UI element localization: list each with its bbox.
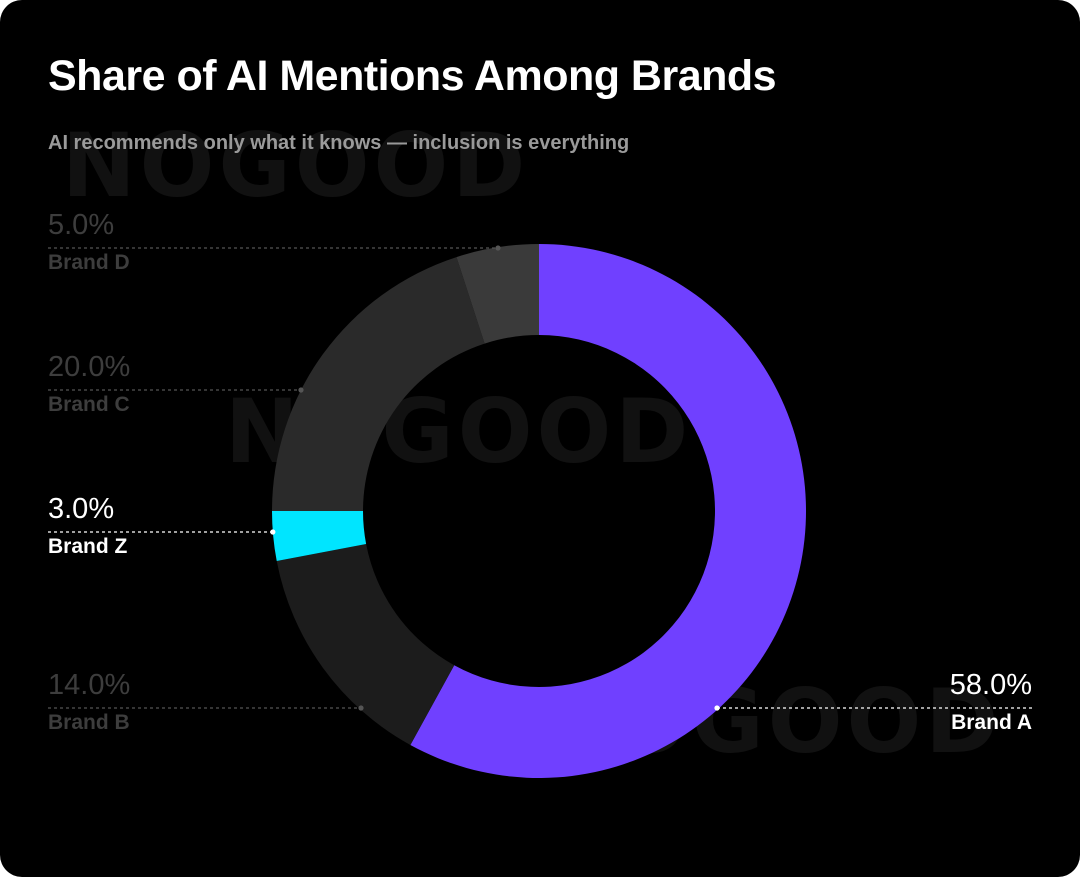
- donut-slice-brand-d: [456, 244, 539, 344]
- slice-name: Brand D: [48, 251, 130, 274]
- slice-label: 3.0% Brand Z: [48, 493, 128, 558]
- slice-percent: 14.0%: [48, 669, 131, 701]
- slice-label: 58.0% Brand A: [949, 669, 1032, 734]
- donut-slice-brand-a: [410, 244, 806, 778]
- donut-slice-brand-b: [276, 543, 455, 745]
- leader-dot: [358, 705, 364, 711]
- chart-title: Share of AI Mentions Among Brands: [48, 52, 777, 100]
- donut-slice-brand-z: [272, 511, 367, 562]
- leader-dot: [714, 705, 720, 711]
- leader-dot: [298, 387, 304, 393]
- slice-label: 5.0% Brand D: [48, 209, 130, 274]
- slice-percent: 3.0%: [48, 493, 115, 525]
- slice-percent: 5.0%: [48, 209, 115, 241]
- leader-dot: [495, 245, 501, 251]
- slice-label: 20.0% Brand C: [48, 351, 131, 416]
- slice-name: Brand B: [48, 711, 130, 734]
- slice-name: Brand C: [48, 393, 130, 416]
- slice-label: 14.0% Brand B: [48, 669, 131, 734]
- watermark: NOGOOD: [62, 114, 530, 217]
- slice-name: Brand A: [951, 711, 1032, 734]
- leader-dot: [270, 529, 276, 535]
- slice-percent: 20.0%: [48, 351, 131, 383]
- slice-name: Brand Z: [48, 535, 128, 558]
- donut-slice-brand-c: [272, 257, 485, 511]
- slice-percent: 58.0%: [949, 669, 1032, 701]
- chart-subtitle: AI recommends only what it knows — inclu…: [48, 132, 630, 154]
